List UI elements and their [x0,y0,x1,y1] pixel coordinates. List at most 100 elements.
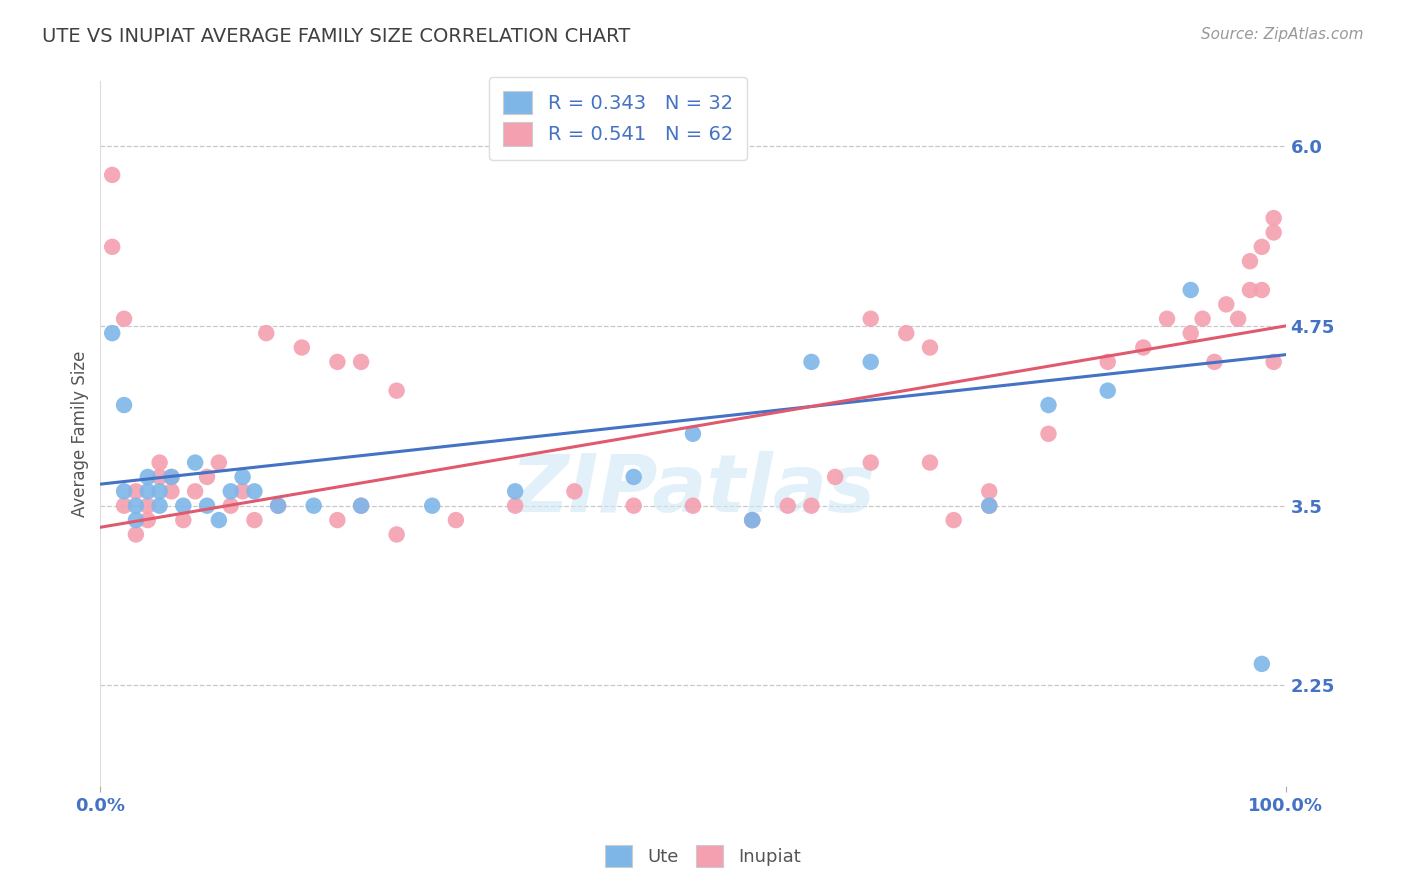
Point [444,513,467,527]
Point [1097,355,1119,369]
Point [112,484,135,499]
Point [1239,283,1261,297]
Point [326,513,349,527]
Point [149,470,172,484]
Point [682,426,704,441]
Point [1215,297,1237,311]
Point [918,341,941,355]
Point [302,499,325,513]
Point [149,456,172,470]
Point [800,499,823,513]
Point [136,499,159,513]
Point [136,470,159,484]
Point [1132,341,1154,355]
Point [232,484,254,499]
Point [350,499,373,513]
Point [1038,398,1060,412]
Point [824,470,846,484]
Point [859,355,882,369]
Point [326,355,349,369]
Point [741,513,763,527]
Legend: Ute, Inupiat: Ute, Inupiat [598,838,808,874]
Point [979,484,1001,499]
Point [125,513,148,527]
Point [1097,384,1119,398]
Point [623,499,645,513]
Point [149,499,172,513]
Point [623,470,645,484]
Point [1204,355,1226,369]
Point [125,484,148,499]
Point [1263,211,1285,225]
Legend: R = 0.343   N = 32, R = 0.541   N = 62: R = 0.343 N = 32, R = 0.541 N = 62 [489,77,747,160]
Text: ZIPatlas: ZIPatlas [510,451,876,529]
Point [1263,226,1285,240]
Point [350,499,373,513]
Point [112,311,135,326]
Point [219,499,242,513]
Point [979,499,1001,513]
Point [1156,311,1178,326]
Point [1227,311,1250,326]
Point [112,398,135,412]
Point [219,484,242,499]
Point [160,470,183,484]
Point [267,499,290,513]
Point [1191,311,1213,326]
Point [101,326,124,340]
Point [859,456,882,470]
Point [420,499,443,513]
Point [942,513,965,527]
Point [112,499,135,513]
Point [254,326,277,340]
Text: UTE VS INUPIAT AVERAGE FAMILY SIZE CORRELATION CHART: UTE VS INUPIAT AVERAGE FAMILY SIZE CORRE… [42,27,630,45]
Point [125,527,148,541]
Point [101,168,124,182]
Point [184,456,207,470]
Point [291,341,314,355]
Point [859,311,882,326]
Point [101,240,124,254]
Point [184,484,207,499]
Point [136,513,159,527]
Point [232,470,254,484]
Point [350,355,373,369]
Point [1250,283,1272,297]
Point [1239,254,1261,268]
Point [741,513,763,527]
Point [243,484,266,499]
Point [564,484,586,499]
Point [1263,355,1285,369]
Point [149,484,172,499]
Point [1250,240,1272,254]
Point [776,499,799,513]
Point [503,484,526,499]
Point [1180,326,1202,340]
Point [1038,426,1060,441]
Point [918,456,941,470]
Text: Source: ZipAtlas.com: Source: ZipAtlas.com [1201,27,1364,42]
Point [896,326,918,340]
Point [682,499,704,513]
Point [160,484,183,499]
Point [385,527,408,541]
Point [385,384,408,398]
Point [1250,657,1272,671]
Point [208,513,231,527]
Point [172,513,194,527]
Point [243,513,266,527]
Point [741,513,763,527]
Point [208,456,231,470]
Point [160,470,183,484]
Point [195,499,218,513]
Point [172,499,194,513]
Point [979,499,1001,513]
Point [136,484,159,499]
Point [195,470,218,484]
Point [800,355,823,369]
Y-axis label: Average Family Size: Average Family Size [72,351,89,517]
Point [267,499,290,513]
Point [503,499,526,513]
Point [1180,283,1202,297]
Point [125,499,148,513]
